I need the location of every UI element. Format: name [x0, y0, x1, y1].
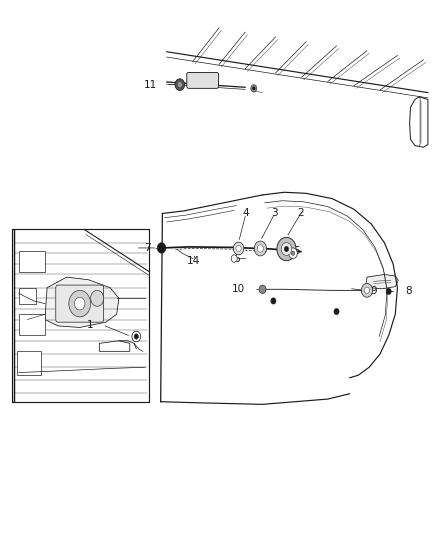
Circle shape: [74, 297, 85, 310]
Circle shape: [281, 243, 292, 255]
Text: 5: 5: [293, 246, 300, 256]
Text: 7: 7: [144, 243, 151, 253]
Circle shape: [134, 334, 138, 339]
Text: 9: 9: [371, 286, 377, 296]
Circle shape: [251, 85, 257, 92]
Circle shape: [257, 245, 263, 252]
Text: 3: 3: [272, 208, 278, 219]
Bar: [19, 251, 45, 272]
Circle shape: [157, 243, 166, 253]
Circle shape: [132, 331, 141, 342]
Text: 14: 14: [187, 256, 200, 266]
Circle shape: [364, 287, 370, 294]
Bar: [19, 288, 36, 304]
Circle shape: [236, 245, 241, 252]
Circle shape: [291, 251, 295, 255]
Polygon shape: [366, 274, 398, 289]
Text: 1: 1: [87, 320, 94, 330]
Circle shape: [69, 290, 91, 317]
Circle shape: [175, 79, 185, 91]
Circle shape: [177, 82, 183, 88]
Text: 2: 2: [297, 208, 304, 219]
Polygon shape: [99, 341, 130, 351]
Circle shape: [91, 290, 104, 306]
Circle shape: [233, 242, 244, 255]
Circle shape: [277, 237, 296, 261]
Text: 11: 11: [144, 79, 157, 90]
Circle shape: [253, 87, 255, 90]
Circle shape: [386, 288, 391, 295]
Circle shape: [289, 248, 297, 259]
Circle shape: [334, 309, 339, 315]
Text: 6: 6: [233, 254, 240, 263]
Circle shape: [254, 241, 266, 256]
Text: 4: 4: [243, 208, 249, 219]
Bar: [19, 314, 45, 335]
FancyBboxPatch shape: [56, 285, 104, 322]
Text: 10: 10: [232, 284, 245, 294]
Circle shape: [231, 255, 237, 262]
Circle shape: [271, 298, 276, 304]
Polygon shape: [45, 277, 119, 327]
Circle shape: [259, 285, 266, 294]
Text: 8: 8: [405, 286, 412, 296]
Bar: [17, 351, 41, 375]
Circle shape: [361, 284, 373, 297]
FancyBboxPatch shape: [187, 72, 219, 88]
Circle shape: [284, 246, 289, 252]
